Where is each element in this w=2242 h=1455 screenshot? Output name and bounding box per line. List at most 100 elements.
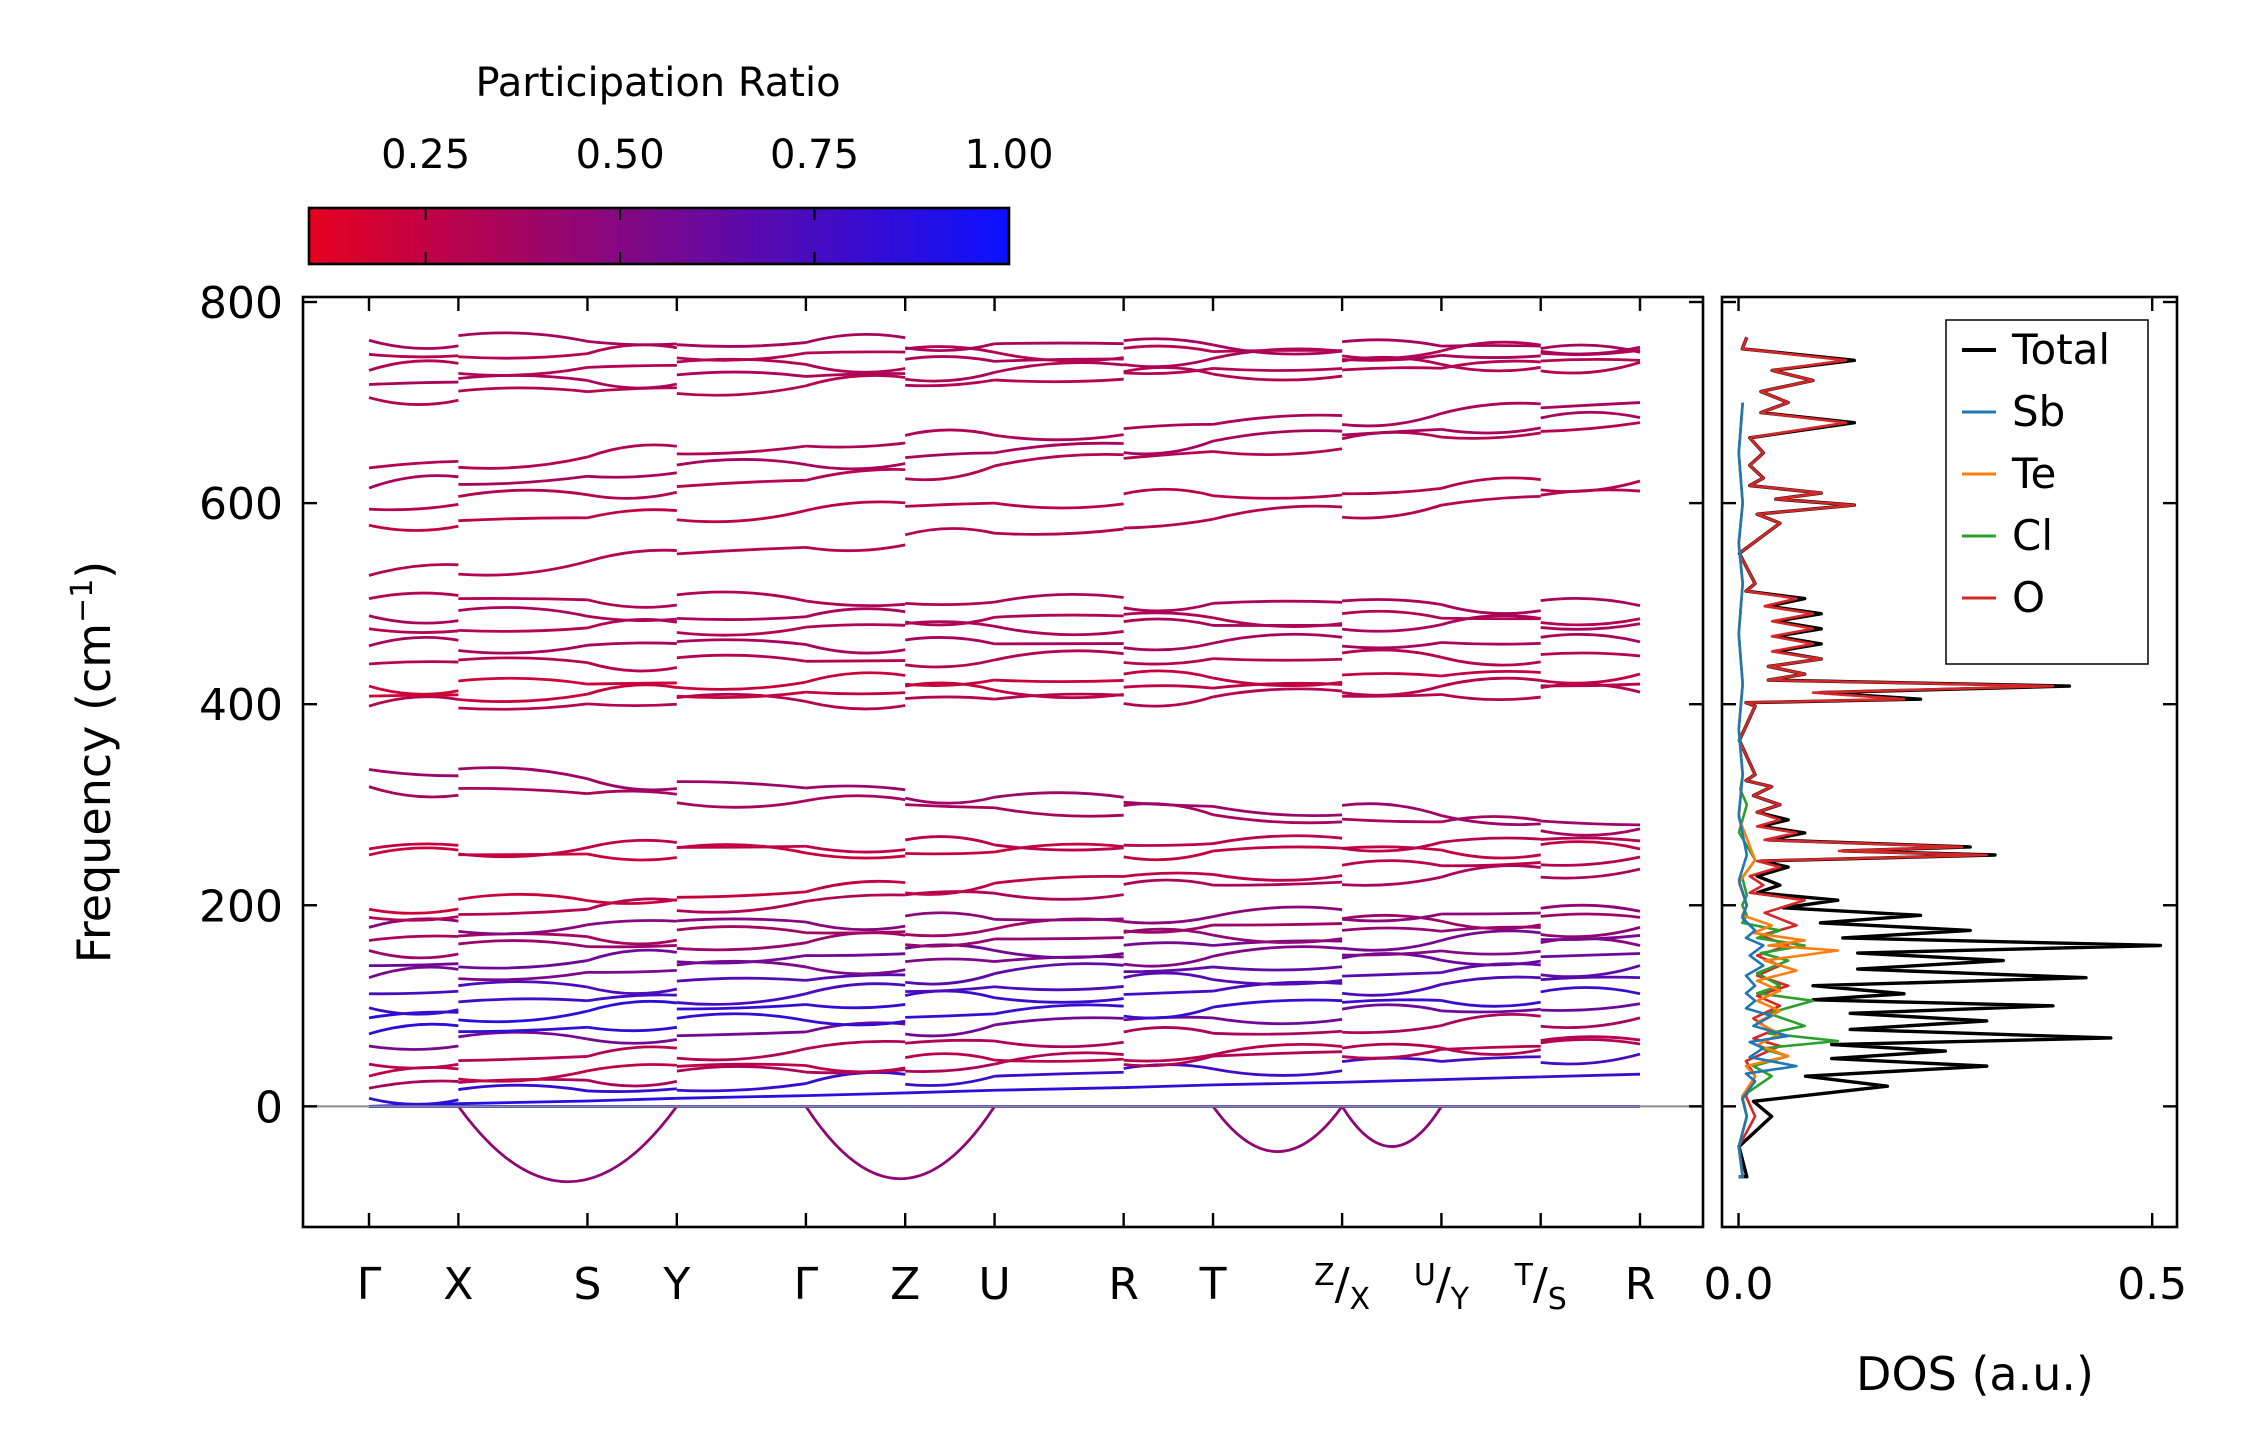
phonon-band-segment — [587, 935, 678, 946]
phonon-band-segment — [458, 923, 588, 936]
phonon-band-segment — [587, 1037, 678, 1045]
phonon-band-segment — [676, 1003, 807, 1011]
phonon-band-segment — [676, 925, 807, 935]
phonon-band-segment — [1540, 410, 1641, 420]
phonon-band-segment — [994, 1039, 1124, 1049]
phonon-band-segment — [1540, 682, 1641, 688]
phonon-band-segment — [458, 970, 588, 982]
phonon-band-segment — [1441, 603, 1541, 615]
phonon-band-segment — [994, 678, 1124, 684]
phonon-band-segment — [1212, 447, 1343, 457]
phonon-band-segment — [368, 1079, 459, 1090]
high-symmetry-ticks: Γ X S Y Γ Z U R T Z/XU/YT/S R — [357, 297, 1655, 1317]
phonon-band-segment — [1441, 426, 1541, 435]
phonon-band-segment — [1341, 609, 1442, 620]
dos-curve-cl — [1737, 402, 1840, 1179]
phonon-band-segment — [1342, 845, 1442, 852]
phonon-band-segment — [1123, 915, 1214, 925]
phonon-band-segment — [1540, 819, 1641, 827]
label-pre: T — [1514, 1258, 1534, 1293]
phonon-band-segment — [1441, 911, 1541, 916]
frequency-axis-ticks: 0 200 400 600 800 — [199, 278, 1703, 1133]
phonon-band-segment — [1441, 344, 1541, 348]
phonon-band-segment — [1540, 827, 1641, 837]
phonon-band-segment — [1441, 949, 1541, 956]
phonon-band-segment — [1441, 999, 1541, 1008]
phonon-band-segment — [905, 695, 995, 701]
phonon-band-segment — [805, 623, 906, 629]
high-symmetry-label: T — [1199, 1259, 1227, 1310]
colorbar-tick-labels: 0.25 0.50 0.75 1.00 — [381, 132, 1053, 178]
high-symmetry-label: Z/X — [1314, 1258, 1370, 1317]
phonon-band-segment — [368, 380, 459, 386]
phonon-band-segment — [1540, 986, 1641, 996]
phonon-band-segment — [905, 881, 996, 896]
phonon-band-segment — [994, 613, 1124, 619]
phonon-band-segment — [1441, 614, 1541, 626]
phonon-band-segment — [368, 660, 459, 666]
label-post: X — [1350, 1282, 1371, 1317]
phonon-band-segment — [905, 600, 995, 607]
phonon-band-segment — [368, 338, 459, 350]
dos-curve-o — [1737, 336, 2055, 1179]
phonon-band-segment — [805, 372, 906, 378]
phonon-band-segment — [368, 460, 459, 470]
phonon-band-segment — [994, 593, 1124, 604]
phonon-band-segment — [676, 1030, 806, 1038]
high-symmetry-label: U — [978, 1259, 1010, 1310]
phonon-band-segment — [1540, 345, 1641, 356]
phonon-band-segment — [1540, 651, 1641, 658]
phonon-band-segment — [994, 452, 1124, 468]
phonon-band-segment — [458, 597, 588, 602]
label-main: / — [1533, 1259, 1548, 1310]
phonon-band-segment — [368, 636, 459, 648]
phonon-band-segment — [1212, 413, 1343, 426]
high-symmetry-label: T/S — [1514, 1258, 1567, 1317]
phonon-band-segment — [805, 441, 906, 449]
phonon-band-segment — [1123, 366, 1214, 376]
phonon-band-segment — [1441, 848, 1541, 860]
colorbar-tick-label: 1.00 — [964, 132, 1053, 178]
phonon-band-segment — [676, 384, 807, 397]
phonon-bands — [368, 331, 1641, 1184]
high-symmetry-label: Z — [890, 1259, 920, 1310]
dos-tick-label: 0.5 — [2117, 1259, 2187, 1310]
phonon-band-segment — [368, 768, 459, 778]
phonon-band-segment — [458, 455, 588, 470]
phonon-band-segment — [994, 688, 1124, 700]
dos-curve-sb — [1737, 402, 1798, 1179]
phonon-band-segment — [587, 944, 677, 949]
phonon-band-segment — [805, 462, 906, 471]
phonon-band-segment — [1123, 684, 1214, 690]
phonon-band-segment — [587, 1078, 678, 1088]
phonon-band-segment — [458, 959, 588, 970]
phonon-band-segment — [368, 614, 459, 625]
phonon-band-segment — [368, 989, 459, 996]
phonon-band-segment — [587, 490, 678, 500]
label-main: / — [1335, 1259, 1350, 1310]
phonon-band-segment — [1540, 1038, 1641, 1046]
phonon-band-segment — [1441, 814, 1541, 826]
phonon-band-segment — [904, 1023, 996, 1038]
phonon-band-segment — [458, 939, 588, 949]
phonon-band-segment — [805, 851, 906, 860]
phonon-band-segment — [1342, 1078, 1442, 1084]
phonon-band-segment — [905, 1088, 995, 1095]
phonon-band-segment — [1123, 611, 1214, 620]
phonon-band-segment — [368, 695, 459, 708]
colorbar-ticks — [424, 208, 1010, 264]
imaginary-mode — [804, 1105, 996, 1181]
dos-panel: 0.0 0.5 DOS (a.u.) Total Sb Te Cl O — [1704, 295, 2187, 1401]
phonon-band-segment — [1540, 840, 1641, 851]
phonon-band-segment — [368, 523, 459, 532]
phonon-band-segment — [458, 352, 588, 360]
dos-curve-te — [1737, 402, 1840, 1179]
phonon-band-segment — [1212, 372, 1343, 382]
phonon-band-segment — [1341, 1048, 1442, 1060]
legend-label: O — [2012, 573, 2045, 622]
phonon-band-segment — [368, 915, 459, 922]
dos-axis-title: DOS (a.u.) — [1856, 1347, 2094, 1401]
phonon-band-segment — [1212, 429, 1343, 443]
phonon-band-segment — [1441, 693, 1541, 702]
phonon-band-segment — [1341, 1042, 1442, 1050]
